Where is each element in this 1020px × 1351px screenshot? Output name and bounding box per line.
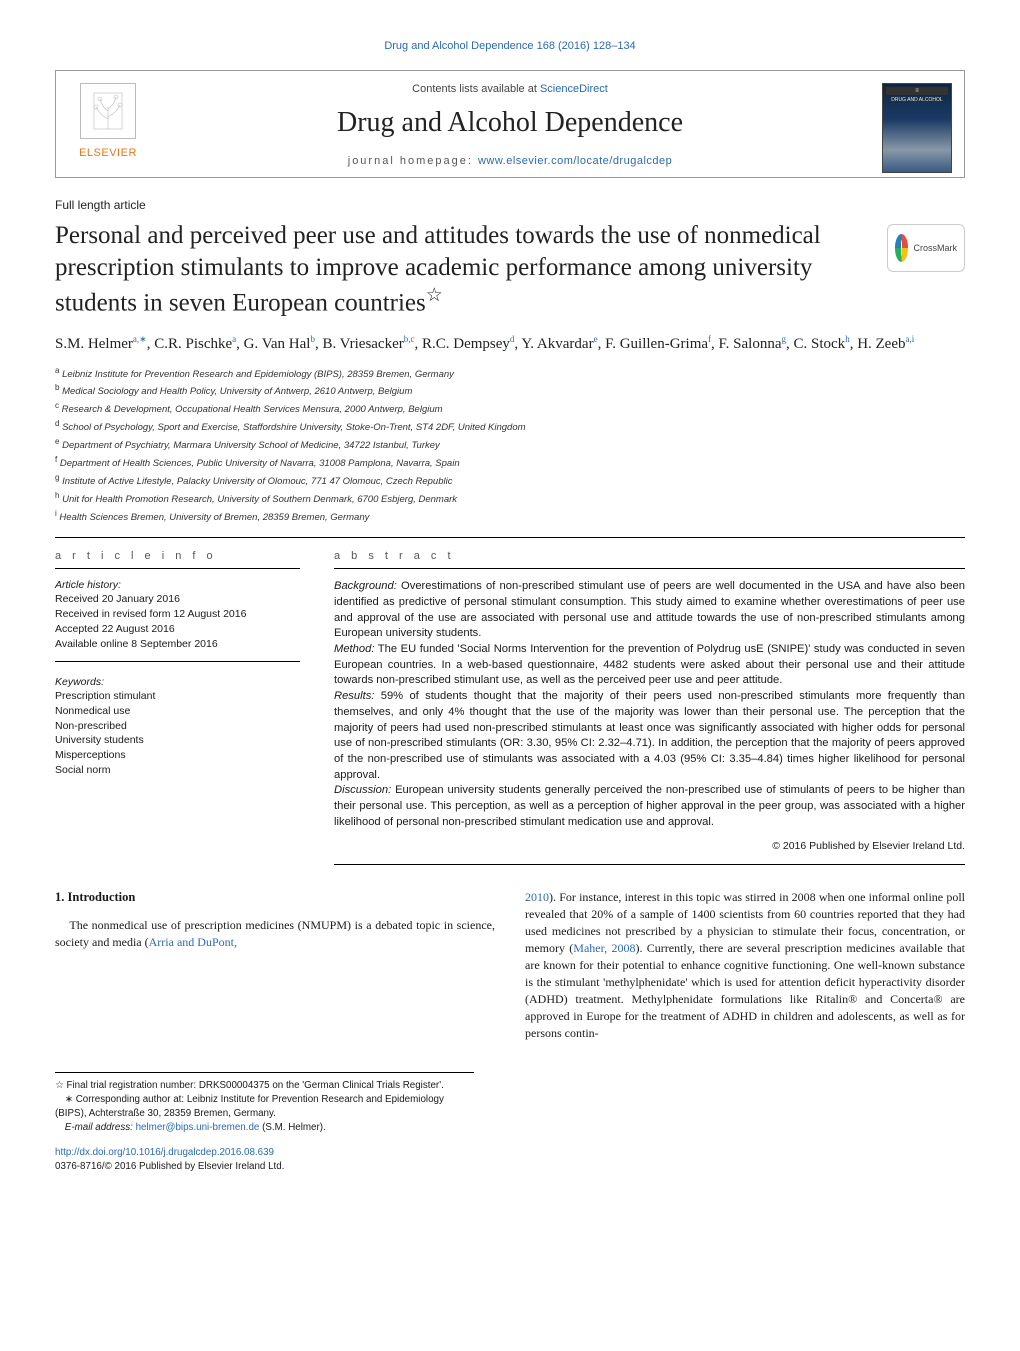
email-link[interactable]: helmer@bips.uni-bremen.de bbox=[136, 1122, 260, 1133]
footnotes: ☆ Final trial registration number: DRKS0… bbox=[55, 1072, 474, 1134]
keywords-list: Prescription stimulantNonmedical useNon-… bbox=[55, 689, 300, 777]
article-info-column: a r t i c l e i n f o Article history: R… bbox=[55, 550, 300, 865]
history-block: Received 20 January 2016Received in revi… bbox=[55, 592, 300, 662]
journal-name: Drug and Alcohol Dependence bbox=[166, 107, 854, 139]
article-title: Personal and perceived peer use and atti… bbox=[55, 220, 873, 319]
divider bbox=[55, 537, 965, 538]
abstract-body: Background: Overestimations of non-presc… bbox=[334, 579, 965, 830]
authors: S.M. Helmera,∗, C.R. Pischkea, G. Van Ha… bbox=[55, 333, 965, 354]
history-label: Article history: bbox=[55, 579, 300, 591]
issn-copyright: 0376-8716/© 2016 Published by Elsevier I… bbox=[55, 1161, 284, 1172]
abstract-copyright: © 2016 Published by Elsevier Ireland Ltd… bbox=[334, 840, 965, 852]
crossmark-badge[interactable]: CrossMark bbox=[887, 224, 965, 272]
section-heading: 1. Introduction bbox=[55, 889, 495, 907]
article-info-heading: a r t i c l e i n f o bbox=[55, 550, 300, 569]
citation-link[interactable]: 2010 bbox=[525, 890, 549, 904]
citation-link[interactable]: Maher, 2008 bbox=[573, 941, 635, 955]
crossmark-icon bbox=[895, 234, 908, 262]
abstract-column: a b s t r a c t Background: Overestimati… bbox=[334, 550, 965, 865]
keywords-label: Keywords: bbox=[55, 676, 300, 688]
elsevier-wordmark: ELSEVIER bbox=[79, 147, 137, 159]
footnote-email: E-mail address: helmer@bips.uni-bremen.d… bbox=[55, 1121, 474, 1135]
journal-header: ELSEVIER ≡ DRUG AND ALCOHOL Contents lis… bbox=[55, 70, 965, 178]
homepage-link[interactable]: www.elsevier.com/locate/drugalcdep bbox=[478, 155, 672, 167]
body-text: 1. Introduction The nonmedical use of pr… bbox=[55, 889, 965, 1042]
crossmark-label: CrossMark bbox=[913, 243, 957, 253]
homepage-line: journal homepage: www.elsevier.com/locat… bbox=[166, 155, 854, 167]
article-type: Full length article bbox=[55, 198, 965, 212]
doi-link[interactable]: http://dx.doi.org/10.1016/j.drugalcdep.2… bbox=[55, 1147, 274, 1158]
header-center: Contents lists available at ScienceDirec… bbox=[56, 83, 964, 167]
footnote-trial: ☆ Final trial registration number: DRKS0… bbox=[55, 1079, 474, 1093]
body-paragraph: The nonmedical use of prescription medic… bbox=[55, 917, 495, 951]
elsevier-tree-icon bbox=[80, 83, 136, 139]
citation-link[interactable]: Arria and DuPont, bbox=[149, 935, 237, 949]
sciencedirect-link[interactable]: ScienceDirect bbox=[540, 83, 608, 95]
running-head: Drug and Alcohol Dependence 168 (2016) 1… bbox=[55, 40, 965, 52]
affiliations: a Leibniz Institute for Prevention Resea… bbox=[55, 365, 965, 526]
footnote-corresponding: ∗ Corresponding author at: Leibniz Insti… bbox=[55, 1093, 474, 1120]
body-paragraph: 2010). For instance, interest in this to… bbox=[525, 889, 965, 1042]
contents-list-line: Contents lists available at ScienceDirec… bbox=[166, 83, 854, 95]
abstract-heading: a b s t r a c t bbox=[334, 550, 965, 569]
journal-cover-thumbnail: ≡ DRUG AND ALCOHOL bbox=[882, 83, 952, 173]
page: Drug and Alcohol Dependence 168 (2016) 1… bbox=[0, 0, 1020, 1223]
elsevier-logo: ELSEVIER bbox=[68, 83, 148, 173]
doi-block: http://dx.doi.org/10.1016/j.drugalcdep.2… bbox=[55, 1146, 965, 1172]
